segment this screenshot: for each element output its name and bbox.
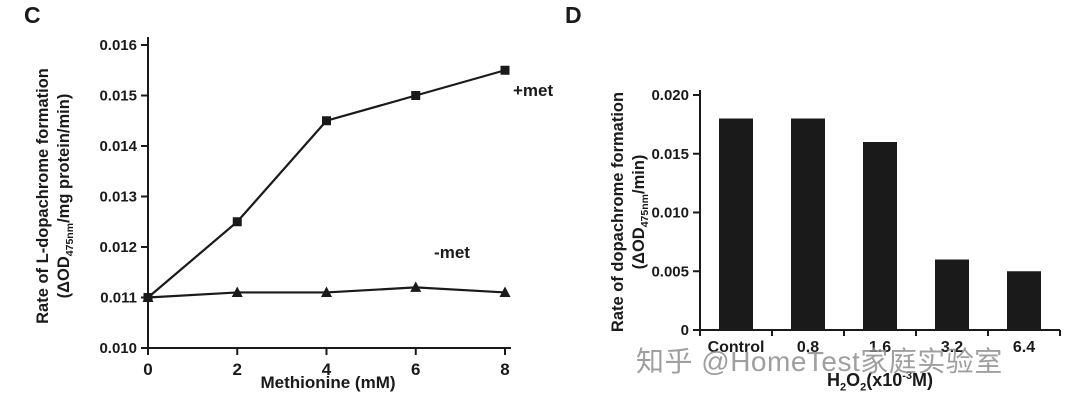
- svg-text:0: 0: [681, 322, 689, 339]
- panel-c-label: C: [24, 2, 41, 28]
- svg-text:0.8: 0.8: [797, 339, 819, 356]
- panel-d-x-axis-title: H2O2(x10-3M): [826, 370, 934, 394]
- svg-text:Control: Control: [708, 339, 765, 356]
- svg-text:0: 0: [143, 360, 152, 379]
- svg-text:0.005: 0.005: [651, 263, 689, 280]
- svg-text:6: 6: [411, 360, 420, 379]
- svg-text:0.011: 0.011: [100, 290, 137, 307]
- panel-c-x-axis-title: Methionine (mM): [260, 373, 396, 392]
- svg-text:2: 2: [233, 360, 242, 379]
- svg-text:-met: -met: [434, 243, 470, 262]
- svg-text:0.015: 0.015: [99, 88, 137, 105]
- svg-text:6.4: 6.4: [1013, 339, 1035, 356]
- svg-text:3.2: 3.2: [941, 339, 963, 356]
- watermark: 知乎 @HomeTest家庭实验室: [636, 346, 1003, 377]
- svg-text:0.010: 0.010: [651, 205, 689, 222]
- svg-text:+met: +met: [513, 81, 553, 100]
- svg-text:0.014: 0.014: [99, 138, 137, 155]
- svg-text:0.016: 0.016: [99, 37, 137, 54]
- svg-text:0.010: 0.010: [99, 340, 137, 357]
- svg-text:4: 4: [322, 360, 332, 379]
- svg-text:8: 8: [500, 360, 509, 379]
- panel-d-label: D: [565, 2, 582, 28]
- svg-text:0.012: 0.012: [99, 239, 137, 256]
- bar-chart-h2o2: 0 0.005 0.010 0.015 0.020 Control 0.8 1.6 3.2 6.4: [651, 87, 1061, 356]
- line-chart-methionine: 0.010 0.011 0.012 0.013 0.014 0.015 0.016 0 2 4 6 8…: [99, 37, 553, 379]
- svg-text:0.015: 0.015: [651, 146, 689, 163]
- svg-text:1.6: 1.6: [869, 339, 891, 356]
- svg-text:0.020: 0.020: [651, 87, 689, 104]
- svg-text:0.013: 0.013: [99, 189, 137, 206]
